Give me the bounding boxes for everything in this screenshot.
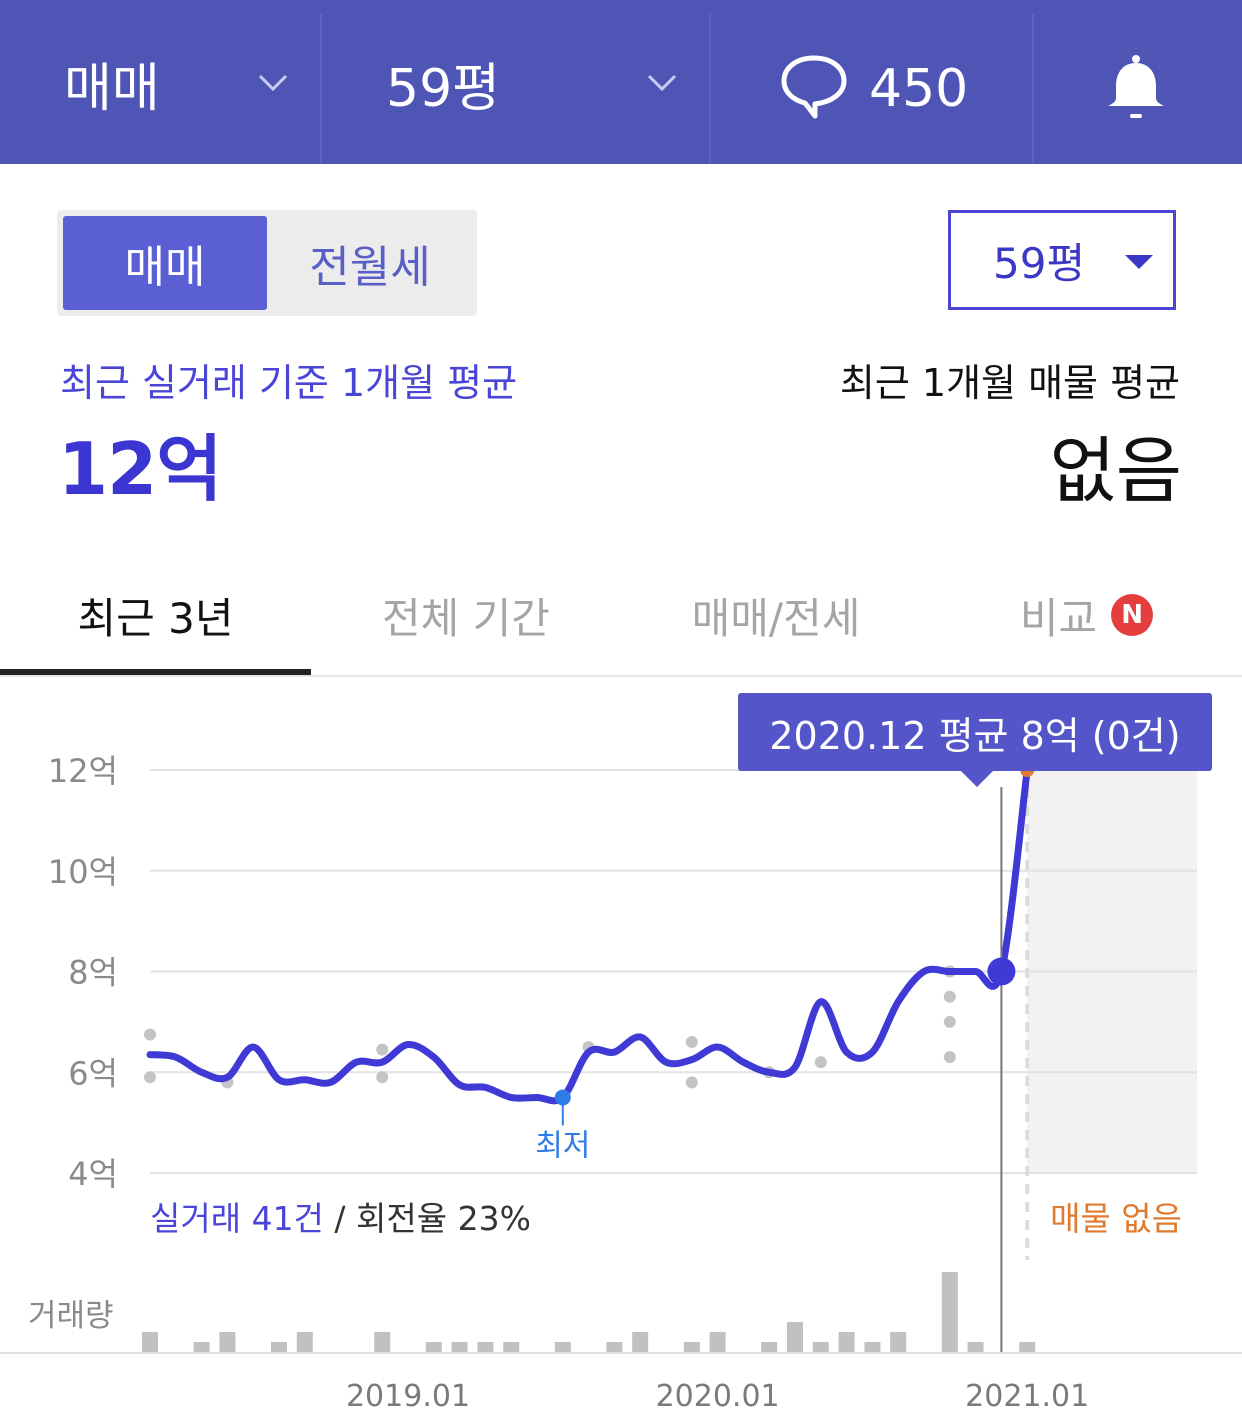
volume-bar xyxy=(632,1332,649,1352)
divider xyxy=(1032,14,1034,164)
volume-bar xyxy=(503,1342,520,1352)
recent-trade-value: 12억 xyxy=(58,427,222,511)
bell-icon xyxy=(1108,55,1164,118)
y-tick-label: 4억 xyxy=(68,1155,118,1193)
volume-bar xyxy=(683,1342,700,1352)
new-badge: N xyxy=(1111,594,1154,636)
trade-point xyxy=(144,1028,156,1041)
deal-type-toggle: 매매 전월세 xyxy=(57,210,477,316)
divider xyxy=(320,14,322,164)
trade-point xyxy=(685,1036,698,1049)
y-tick-label: 6억 xyxy=(68,1054,118,1092)
volume-bar xyxy=(838,1332,855,1352)
volume-bar xyxy=(787,1322,803,1352)
volume-bar xyxy=(864,1342,881,1352)
x-tick-label: 2021.01 xyxy=(965,1379,1089,1414)
volume-bar xyxy=(296,1332,313,1352)
trade-point xyxy=(685,1076,698,1089)
stats-separator: / xyxy=(323,1199,357,1238)
tab-recent-3y[interactable]: 최근 3년 xyxy=(0,560,311,670)
trade-point xyxy=(943,1051,956,1064)
tooltip-arrow xyxy=(961,771,993,787)
price-line xyxy=(146,766,1031,1105)
volume-bar xyxy=(812,1342,829,1352)
volume-bar xyxy=(941,1272,958,1352)
volume-bar xyxy=(709,1332,726,1352)
x-tick-label: 2019.01 xyxy=(346,1379,470,1414)
tab-label: 비교 xyxy=(1019,593,1098,643)
min-label: 최저 xyxy=(535,1128,590,1163)
listing-avg-value: 없음 xyxy=(1049,429,1182,513)
chart-tooltip: 2020.12 평균 8억 (0건) xyxy=(738,693,1212,771)
period-tabs: 최근 3년 전체 기간 매매/전세 비교 N xyxy=(0,560,1242,678)
price-chart[interactable]: 12억 10억 8억 6억 4억 최저 2019.01 2020.01 2021.01 xyxy=(0,680,1242,1426)
no-listing-label: 매물 없음 xyxy=(1050,1199,1182,1238)
trade-point xyxy=(943,990,956,1003)
y-tick-label: 8억 xyxy=(68,954,118,992)
listing-avg-label: 최근 1개월 매물 평균 xyxy=(839,361,1180,405)
tab-all-period[interactable]: 전체 기간 xyxy=(311,560,621,670)
trade-point xyxy=(376,1071,389,1084)
toggle-sale[interactable]: 매매 xyxy=(63,216,267,310)
tab-label: 최근 3년 xyxy=(77,593,234,643)
speech-bubble-icon xyxy=(781,55,847,119)
volume-bar xyxy=(374,1332,391,1352)
y-tick-label: 10억 xyxy=(48,853,118,891)
volume-bar xyxy=(477,1342,494,1352)
volume-bar xyxy=(1019,1342,1036,1352)
divider xyxy=(0,675,1242,677)
volume-bar xyxy=(142,1332,158,1352)
tab-label: 매매/전세 xyxy=(691,593,861,643)
turnover-rate: 회전율 23% xyxy=(356,1199,531,1238)
size-select[interactable]: 59평 xyxy=(948,210,1176,310)
volume-bar xyxy=(425,1342,442,1352)
volume-label: 거래량 xyxy=(28,1298,114,1334)
chevron-down-icon xyxy=(258,74,288,92)
deal-type-label: 매매 xyxy=(64,59,160,119)
comment-count: 450 xyxy=(869,59,969,119)
trade-point xyxy=(943,1015,956,1028)
volume-bar xyxy=(890,1332,907,1352)
trade-point xyxy=(814,1056,827,1069)
trade-stats: 실거래 41건 / 회전율 23% xyxy=(150,1192,531,1240)
volume-bar xyxy=(554,1342,571,1352)
volume-bar xyxy=(967,1342,984,1352)
volume-bar xyxy=(271,1342,287,1352)
divider xyxy=(709,14,711,164)
trade-count: 실거래 41건 xyxy=(150,1199,324,1238)
tab-label: 전체 기간 xyxy=(382,593,550,643)
volume-bar xyxy=(219,1332,236,1352)
volume-bar xyxy=(451,1342,468,1352)
notifications-button[interactable] xyxy=(1034,14,1242,164)
trade-point xyxy=(376,1043,389,1056)
size-select-value: 59평 xyxy=(993,238,1086,288)
deal-type-dropdown[interactable]: 매매 xyxy=(0,14,320,164)
tab-sale-jeonse[interactable]: 매매/전세 xyxy=(621,560,931,670)
size-label: 59평 xyxy=(386,59,501,119)
min-point xyxy=(554,1089,571,1106)
x-tick-label: 2020.01 xyxy=(656,1379,780,1414)
trade-point xyxy=(144,1071,156,1084)
recent-trade-label: 최근 실거래 기준 1개월 평균 xyxy=(60,361,518,405)
y-tick-label: 12억 xyxy=(48,752,118,790)
tab-compare[interactable]: 비교 N xyxy=(931,560,1242,670)
top-bar: 매매 59평 450 xyxy=(0,0,1242,164)
volume-bar xyxy=(761,1342,778,1352)
size-dropdown[interactable]: 59평 xyxy=(322,14,710,164)
volume-bar xyxy=(606,1342,623,1352)
chevron-down-icon xyxy=(647,74,677,92)
comments-button[interactable]: 450 xyxy=(711,14,1033,164)
volume-bar xyxy=(193,1342,210,1352)
caret-down-icon xyxy=(1125,255,1153,269)
active-tab-indicator xyxy=(0,669,311,675)
highlight-point xyxy=(987,957,1016,986)
toggle-rent[interactable]: 전월세 xyxy=(309,242,431,293)
